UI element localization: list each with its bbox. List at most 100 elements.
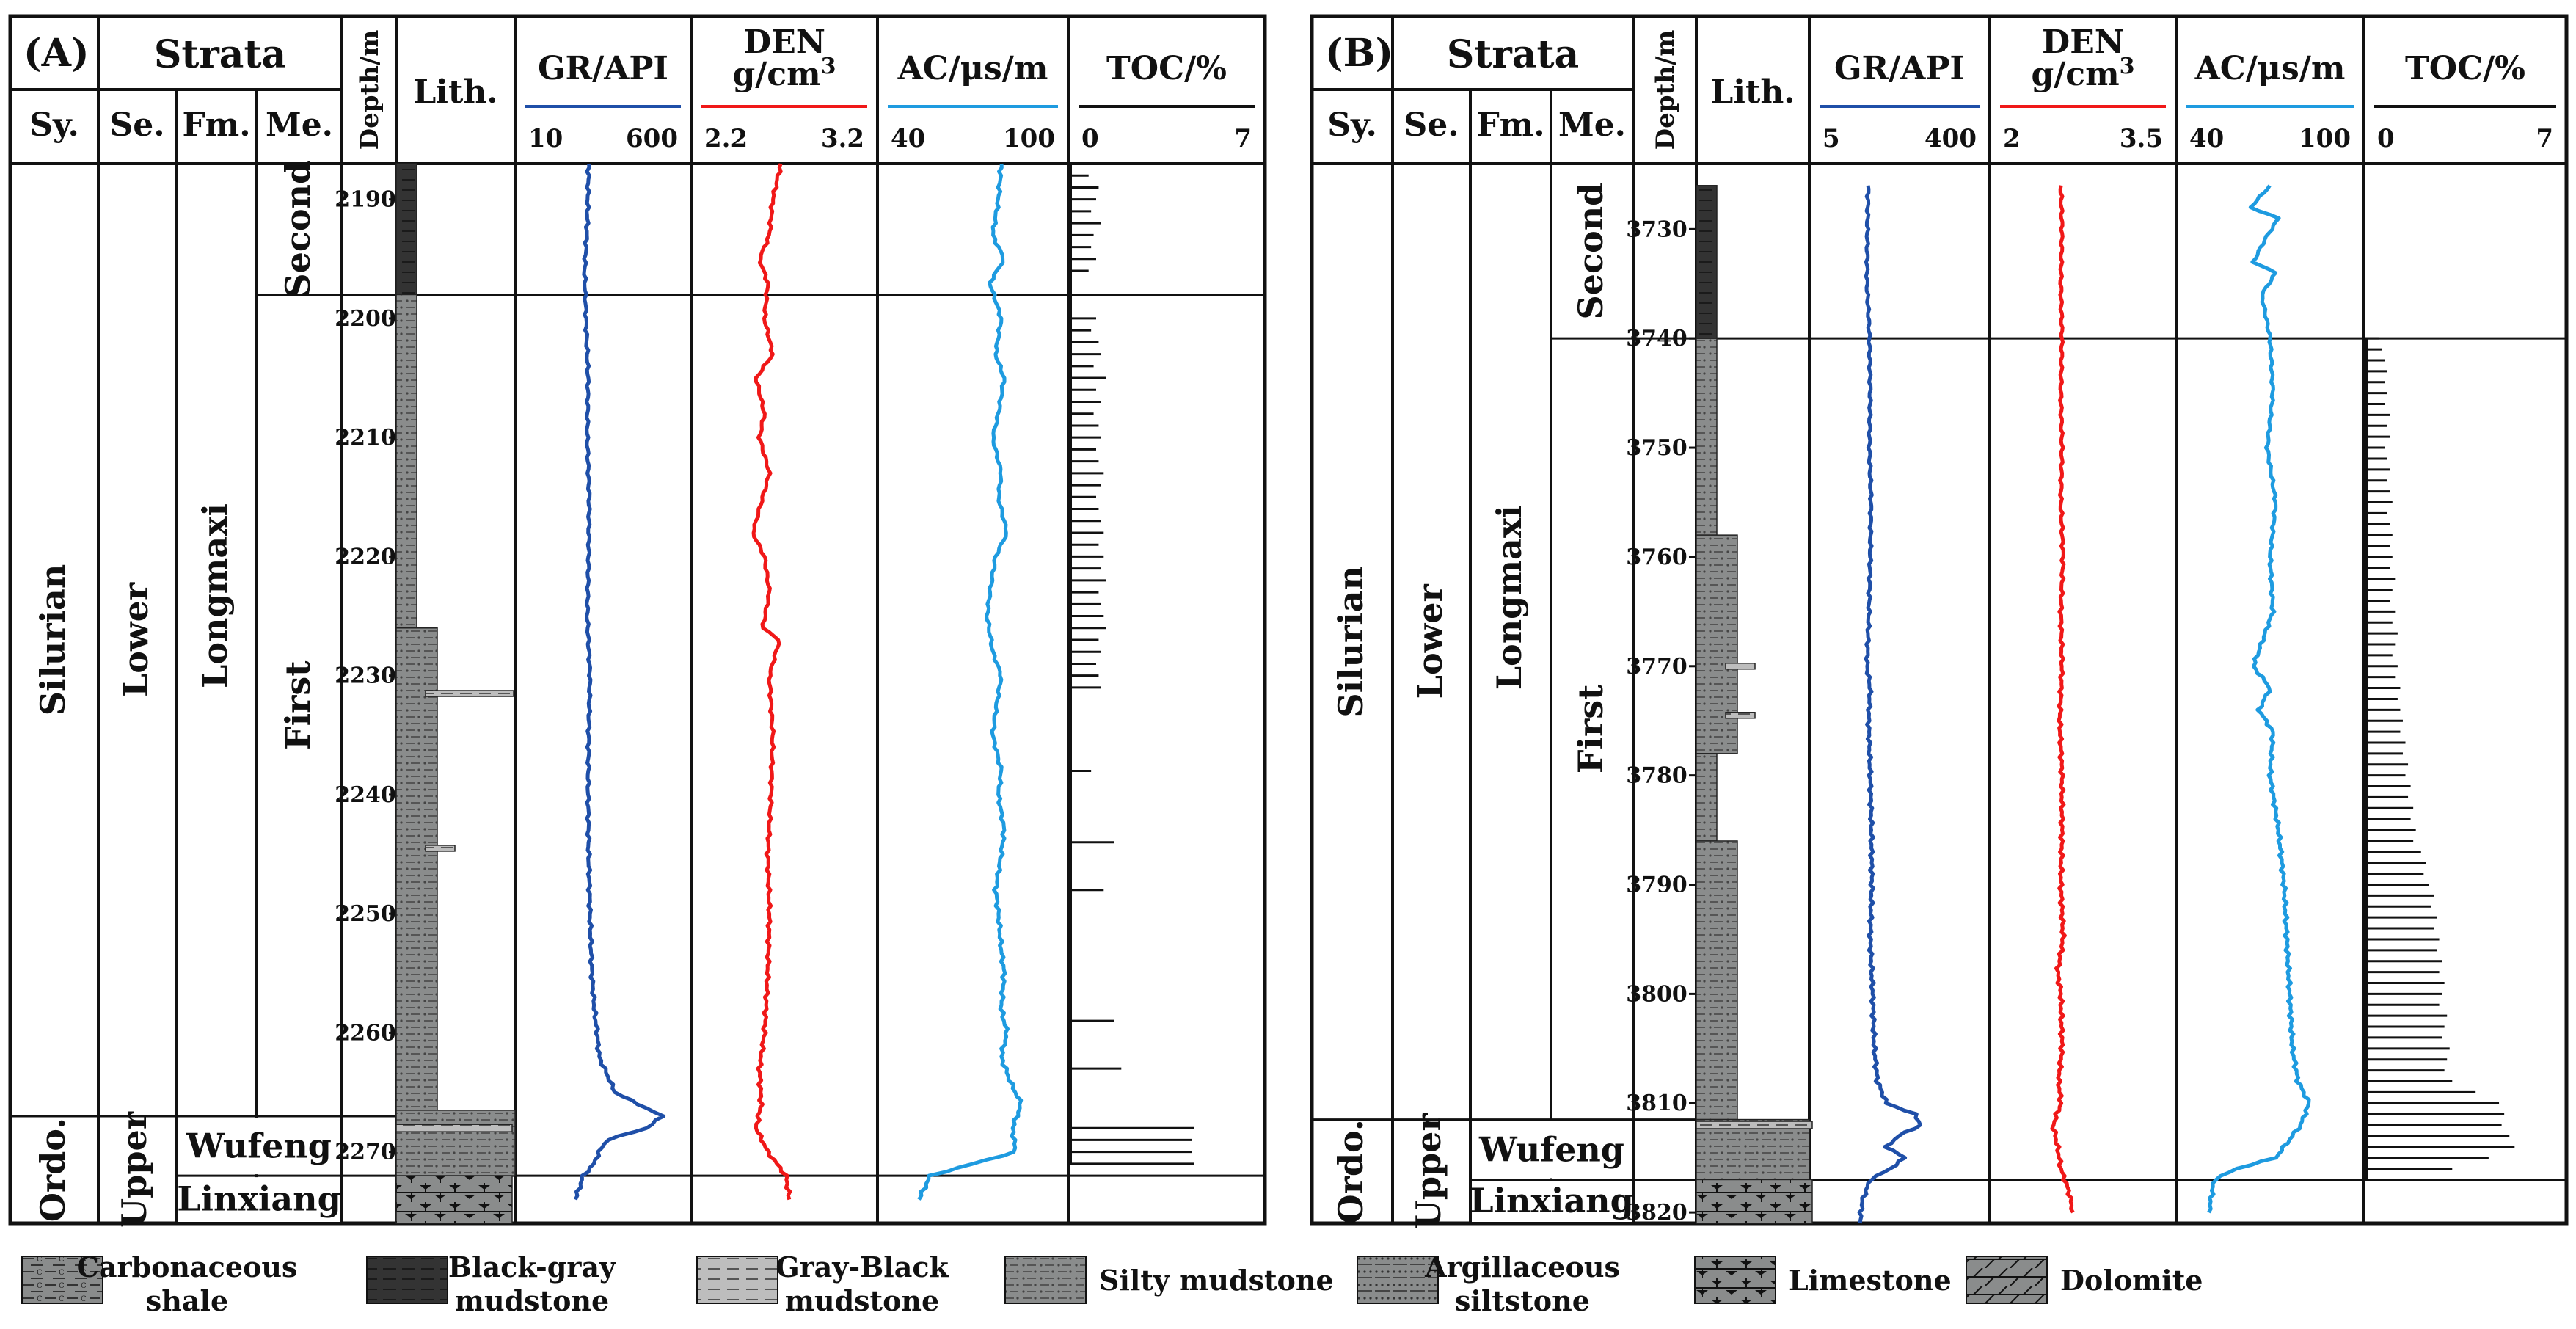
track-title-toc: TOC/% bbox=[1106, 50, 1227, 87]
depth-header: Depth/m bbox=[355, 30, 384, 150]
depth-tick-label: 3740 bbox=[1626, 326, 1687, 352]
track-min-label: 0 bbox=[1081, 124, 1099, 153]
lithology-band bbox=[425, 845, 456, 852]
system-header: Sy. bbox=[29, 106, 79, 144]
wufeng-cell bbox=[178, 1117, 340, 1175]
formation-header: Fm. bbox=[182, 106, 250, 144]
formation-linxiang-label: Linxiang bbox=[1470, 1181, 1634, 1220]
lithology-silty-mudstone bbox=[395, 627, 438, 1111]
legend-label-black-gray-mudstone: Black-gray bbox=[448, 1250, 616, 1284]
track-min-label: 40 bbox=[2189, 124, 2224, 153]
legend-swatch-black-gray-mudstone bbox=[366, 1256, 448, 1304]
system-silurian-label: Silurian bbox=[33, 564, 73, 716]
strata-header: Strata bbox=[1447, 32, 1579, 77]
legend-swatch-gray-black-mudstone bbox=[696, 1256, 778, 1304]
lithology-band bbox=[1725, 663, 1756, 670]
lithology-header: Lith. bbox=[1710, 73, 1795, 111]
track-max-label: 7 bbox=[2536, 124, 2553, 153]
track-title-gr: GR/API bbox=[538, 50, 668, 87]
depth-tick-label: 2250 bbox=[335, 901, 396, 927]
lithology-carbonaceous-shale bbox=[1696, 185, 1718, 339]
wufeng-cell bbox=[1472, 1121, 1632, 1179]
series-header: Se. bbox=[109, 106, 164, 144]
track-title-den: DEN bbox=[743, 23, 825, 61]
member-second-label: Second bbox=[1571, 183, 1610, 320]
track-min-label: 2 bbox=[2003, 124, 2021, 153]
log-curve-den bbox=[751, 163, 792, 1201]
member-header: Me. bbox=[1558, 106, 1626, 144]
lithology-silty-mudstone bbox=[1696, 840, 1738, 1121]
log-curve-gr bbox=[1857, 185, 1922, 1224]
track-title-den: DEN bbox=[2042, 23, 2124, 61]
track-title-toc: TOC/% bbox=[2405, 50, 2525, 87]
depth-tick-label: 3770 bbox=[1626, 654, 1687, 680]
legend-label-silty-mudstone: Silty mudstone bbox=[1099, 1264, 1334, 1297]
depth-tick-label: 2240 bbox=[335, 782, 396, 808]
legend-swatch-limestone bbox=[1694, 1256, 1776, 1304]
formation-wufeng-label: Wufeng bbox=[186, 1126, 332, 1166]
legend-swatch-carbonaceous-shale bbox=[21, 1256, 103, 1304]
depth-tick-label: 2260 bbox=[335, 1020, 396, 1046]
panel-frame bbox=[8, 14, 1267, 1226]
track-max-label: 100 bbox=[1003, 124, 1055, 153]
lithology-black-gray-mudstone bbox=[1696, 338, 1718, 536]
system-ordovician-label: Ordo. bbox=[33, 1118, 73, 1222]
series-header: Se. bbox=[1404, 106, 1459, 144]
depth-tick-label: 3760 bbox=[1626, 545, 1687, 570]
depth-tick-label: 2270 bbox=[335, 1140, 396, 1165]
formation-linxiang-label: Linxiang bbox=[177, 1179, 341, 1219]
member-second-label: Second bbox=[278, 161, 318, 298]
lithology-wufeng-band bbox=[1696, 1121, 1813, 1129]
track-min-label: 40 bbox=[891, 124, 925, 153]
track-min-label: 0 bbox=[2377, 124, 2395, 153]
legend-label-carbonaceous-shale: shale bbox=[146, 1284, 228, 1317]
lithology-wufeng-band bbox=[395, 1124, 513, 1132]
legend-swatch-silty-mudstone bbox=[1004, 1256, 1087, 1304]
linxiang-cell bbox=[1472, 1181, 1632, 1222]
panel-label: (B) bbox=[1325, 31, 1393, 76]
lithology-band bbox=[425, 690, 514, 697]
depth-tick-label: 3810 bbox=[1626, 1090, 1687, 1116]
track-max-label: 3.2 bbox=[821, 124, 864, 153]
member-header: Me. bbox=[266, 106, 333, 144]
system-silurian-label: Silurian bbox=[1331, 566, 1371, 718]
legend-label-carbonaceous-shale: Carbonaceous bbox=[77, 1250, 298, 1284]
depth-tick-label: 2190 bbox=[335, 187, 396, 213]
lithology-band bbox=[1725, 712, 1756, 719]
legend-label-argillaceous-siltstone: Argillaceous bbox=[1424, 1250, 1620, 1284]
legend-swatch-argillaceous-siltstone bbox=[1357, 1256, 1439, 1304]
lithology-limestone bbox=[1696, 1179, 1813, 1224]
track-min-label: 10 bbox=[528, 124, 563, 153]
lithology-black-gray-mudstone bbox=[1696, 1118, 1810, 1181]
panel-label: (A) bbox=[23, 31, 90, 76]
legend-label-gray-black-mudstone: Gray-Black bbox=[776, 1250, 949, 1284]
panel-frame bbox=[1310, 14, 2569, 1226]
depth-tick-label: 3750 bbox=[1626, 435, 1687, 461]
depth-tick-label: 2230 bbox=[335, 663, 396, 689]
log-curve-den bbox=[2050, 185, 2075, 1214]
member-first-label: First bbox=[1571, 684, 1610, 773]
legend-label-gray-black-mudstone: mudstone bbox=[785, 1284, 940, 1317]
track-max-label: 600 bbox=[626, 124, 678, 153]
formation-longmaxi-label: Longmaxi bbox=[195, 503, 235, 688]
lithology-carbonaceous-shale bbox=[395, 163, 417, 296]
log-curve-gr bbox=[574, 163, 666, 1201]
depth-header: Depth/m bbox=[1651, 30, 1680, 150]
panel-a: (A) Strata Sy. Se. Fm. Me. Depth/m Lith. Siluria… bbox=[8, 14, 1267, 1228]
depth-tick-label: 3790 bbox=[1626, 873, 1687, 898]
series-lower-label: Lower bbox=[116, 582, 156, 697]
legend-label-dolomite: Dolomite bbox=[2060, 1264, 2203, 1297]
depth-tick-label: 3800 bbox=[1626, 981, 1687, 1007]
log-curve-ac bbox=[2207, 184, 2311, 1214]
depth-tick-label: 2200 bbox=[335, 306, 396, 332]
lithology-limestone bbox=[395, 1175, 513, 1224]
lithology-black-gray-mudstone bbox=[1696, 753, 1718, 842]
legend-label-argillaceous-siltstone: siltstone bbox=[1455, 1284, 1590, 1317]
track-title-ac: AC/μs/m bbox=[2194, 50, 2346, 87]
lithology-silty-mudstone bbox=[1696, 534, 1738, 754]
linxiang-cell bbox=[178, 1177, 340, 1222]
strata-header: Strata bbox=[154, 32, 286, 77]
formation-wufeng-label: Wufeng bbox=[1478, 1130, 1624, 1170]
